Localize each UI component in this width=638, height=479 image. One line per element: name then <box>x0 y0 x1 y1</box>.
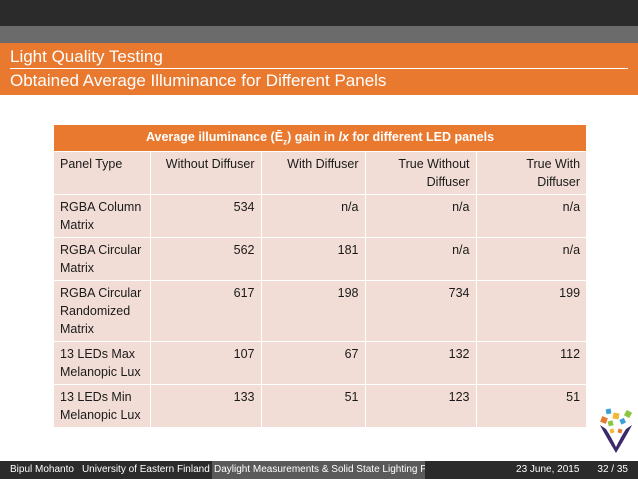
top-gray-bar <box>0 26 638 43</box>
true-without-diffuser-cell: 734 <box>364 280 476 342</box>
column-header-true-without-diffuser: True Without Diffuser <box>364 151 476 195</box>
true-without-diffuser-cell: 123 <box>364 384 476 427</box>
without-diffuser-cell: 107 <box>149 341 261 385</box>
panel-type-cell: RGBA Circular Randomized Matrix <box>54 280 150 342</box>
with-diffuser-cell: 181 <box>260 237 365 281</box>
title-divider <box>10 68 628 69</box>
panel-type-cell: RGBA Circular Matrix <box>54 237 150 281</box>
true-without-diffuser-cell: n/a <box>364 237 476 281</box>
without-diffuser-cell: 617 <box>149 280 261 342</box>
true-with-diffuser-cell: n/a <box>475 194 587 238</box>
footer-institution: University of Eastern Finland <box>81 464 210 475</box>
footer-date-section: 23 June, 2015 32 / 35 <box>425 461 638 479</box>
true-with-diffuser-cell: 51 <box>475 384 587 427</box>
column-header-with-diffuser: With Diffuser <box>260 151 365 195</box>
true-with-diffuser-cell: 112 <box>475 341 587 385</box>
with-diffuser-cell: 198 <box>260 280 365 342</box>
without-diffuser-cell: 562 <box>149 237 261 281</box>
slide-title: Light Quality Testing <box>10 47 163 66</box>
true-without-diffuser-cell: n/a <box>364 194 476 238</box>
true-without-diffuser-cell: 132 <box>364 341 476 385</box>
true-with-diffuser-cell: n/a <box>475 237 587 281</box>
with-diffuser-cell: 67 <box>260 341 365 385</box>
column-header-true-with-diffuser: True With Diffuser <box>475 151 587 195</box>
table-row: RGBA Circular Matrix 562 181 n/a n/a <box>54 237 587 281</box>
footer-talk-title: Daylight Measurements & Solid State Ligh… <box>212 461 425 479</box>
illuminance-table-container: Average illuminance (Ēz) gain in lx for … <box>54 125 587 427</box>
illuminance-table: Average illuminance (Ēz) gain in lx for … <box>54 125 587 427</box>
table-caption: Average illuminance (Ēz) gain in lx for … <box>54 125 587 152</box>
panel-type-cell: 13 LEDs Max Melanopic Lux <box>54 341 150 385</box>
true-with-diffuser-cell: 199 <box>475 280 587 342</box>
footer-author-section: Bipul Mohanto University of Eastern Finla… <box>0 461 212 479</box>
with-diffuser-cell: 51 <box>260 384 365 427</box>
slide-subtitle: Obtained Average Illuminance for Differe… <box>10 71 387 90</box>
panel-type-cell: RGBA Column Matrix <box>54 194 150 238</box>
with-diffuser-cell: n/a <box>260 194 365 238</box>
footer-bar: Bipul Mohanto University of Eastern Finla… <box>0 461 638 479</box>
title-bar <box>0 43 638 95</box>
column-header-without-diffuser: Without Diffuser <box>149 151 261 195</box>
footer-author: Bipul Mohanto <box>10 464 74 475</box>
footer-page-number: 32 / 35 <box>597 464 628 475</box>
top-dark-bar <box>0 0 638 26</box>
table-row: RGBA Circular Randomized Matrix 617 198 … <box>54 280 587 342</box>
table-header-row: Panel Type Without Diffuser With Diffuse… <box>54 151 587 195</box>
panel-type-cell: 13 LEDs Min Melanopic Lux <box>54 384 150 427</box>
without-diffuser-cell: 133 <box>149 384 261 427</box>
table-row: RGBA Column Matrix 534 n/a n/a n/a <box>54 194 587 238</box>
table-row: 13 LEDs Min Melanopic Lux 133 51 123 51 <box>54 384 587 427</box>
column-header-panel-type: Panel Type <box>54 151 150 195</box>
without-diffuser-cell: 534 <box>149 194 261 238</box>
footer-date: 23 June, 2015 <box>516 464 580 475</box>
university-logo-icon <box>600 408 633 453</box>
table-row: 13 LEDs Max Melanopic Lux 107 67 132 112 <box>54 341 587 385</box>
